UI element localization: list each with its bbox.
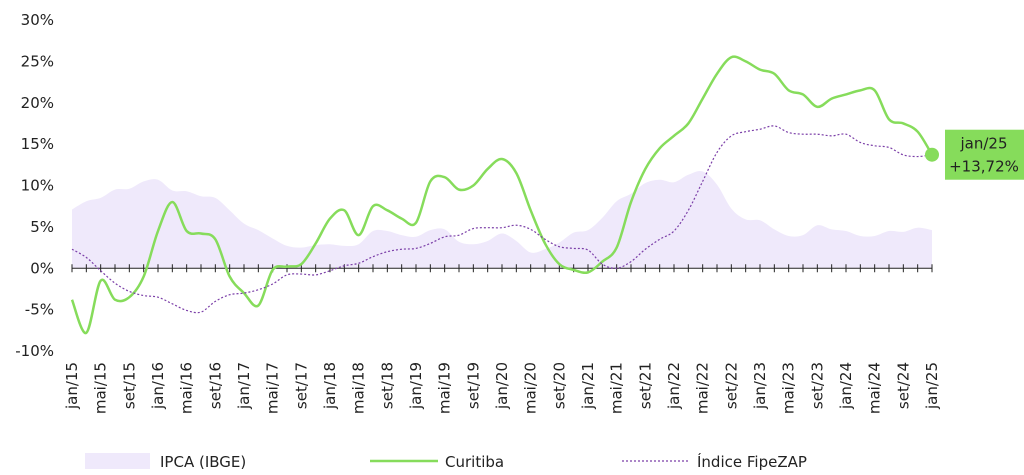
- end-point: [925, 147, 939, 162]
- x-tick-label: jan/17: [235, 362, 253, 410]
- legend-label: Índice FipeZAP: [697, 452, 807, 471]
- x-tick-label: set/17: [292, 362, 310, 409]
- x-tick-label: set/16: [206, 362, 224, 409]
- y-tick-label: 5%: [30, 218, 54, 236]
- x-tick-label: set/21: [636, 362, 654, 409]
- line: [71, 125, 933, 314]
- x-tick-label: mai/22: [694, 362, 712, 414]
- x-tick-label: set/22: [722, 362, 740, 409]
- line: [70, 55, 934, 335]
- x-tick-label: mai/23: [780, 362, 798, 414]
- x-tick-label: set/24: [894, 362, 912, 409]
- y-tick-label: 30%: [21, 11, 54, 29]
- x-tick-label: mai/20: [522, 362, 540, 414]
- y-tick-label: -5%: [25, 301, 54, 319]
- legend-label: Curitiba: [445, 453, 504, 471]
- x-tick-label: mai/24: [866, 362, 884, 414]
- y-tick-label: 10%: [21, 177, 54, 195]
- y-tick-label: 25%: [21, 52, 54, 70]
- x-tick-label: set/15: [120, 362, 138, 409]
- x-tick-label: set/20: [550, 362, 568, 409]
- x-tick-label: jan/23: [751, 362, 769, 410]
- x-tick-label: mai/16: [178, 362, 196, 414]
- x-tick-label: jan/16: [149, 362, 167, 410]
- x-tick-label: jan/21: [579, 362, 597, 410]
- y-tick-label: -10%: [15, 342, 54, 360]
- legend-label: IPCA (IBGE): [160, 453, 246, 471]
- annotation-value: +13,72%: [949, 158, 1019, 176]
- x-tick-label: jan/18: [321, 362, 339, 410]
- annotation-box: [945, 129, 1024, 180]
- x-tick-label: set/18: [378, 362, 396, 409]
- y-tick-label: 15%: [21, 135, 54, 153]
- x-tick-label: jan/25: [923, 362, 941, 410]
- x-tick-label: mai/15: [92, 362, 110, 414]
- x-tick-label: mai/18: [350, 362, 368, 414]
- x-tick-label: jan/22: [665, 362, 683, 410]
- annotation-label: jan/25: [959, 135, 1007, 153]
- legend-swatch: [85, 453, 150, 469]
- x-tick-label: mai/17: [264, 362, 282, 414]
- x-tick-label: jan/20: [493, 362, 511, 410]
- x-tick-label: jan/24: [837, 362, 855, 410]
- y-tick-label: 0%: [30, 259, 54, 277]
- x-tick-label: jan/15: [63, 362, 81, 410]
- area: [72, 170, 932, 269]
- x-tick-label: set/23: [808, 362, 826, 409]
- x-tick-label: mai/19: [436, 362, 454, 414]
- x-tick-label: mai/21: [608, 362, 626, 414]
- x-tick-label: jan/19: [407, 362, 425, 410]
- x-tick-label: set/19: [464, 362, 482, 409]
- y-tick-label: 20%: [21, 94, 54, 112]
